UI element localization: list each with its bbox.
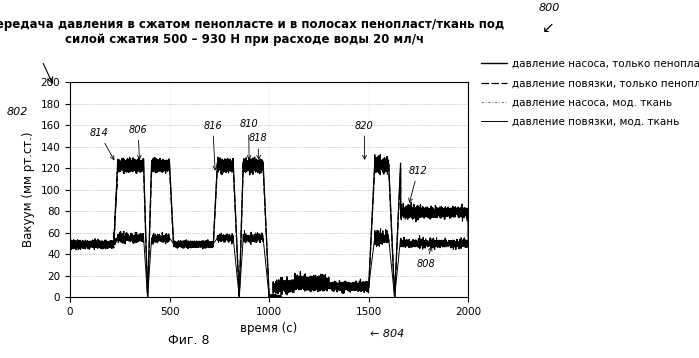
Text: 814: 814 [89,128,114,160]
Text: 818: 818 [248,134,267,159]
Text: 816: 816 [203,121,222,170]
Y-axis label: Вакуум (мм рт.ст.): Вакуум (мм рт.ст.) [22,132,35,247]
Text: 820: 820 [355,121,373,159]
Text: 810: 810 [239,120,258,159]
Text: 812: 812 [408,166,427,202]
X-axis label: время (с): время (с) [240,323,298,335]
Text: Передача давления в сжатом пенопласте и в полосах пенопласт/ткань под
силой сжат: Передача давления в сжатом пенопласте и … [0,18,504,46]
Text: Фиг. 8: Фиг. 8 [168,334,210,347]
Text: 802: 802 [7,107,29,117]
Legend: давление насоса, только пенопласт, давление повязки, только пенопласт, давление : давление насоса, только пенопласт, давле… [480,59,699,127]
Text: 808: 808 [417,247,435,269]
Text: 800: 800 [538,3,560,13]
Text: ← 804: ← 804 [370,329,405,339]
Text: 806: 806 [129,125,147,159]
Text: ↙: ↙ [542,20,554,35]
